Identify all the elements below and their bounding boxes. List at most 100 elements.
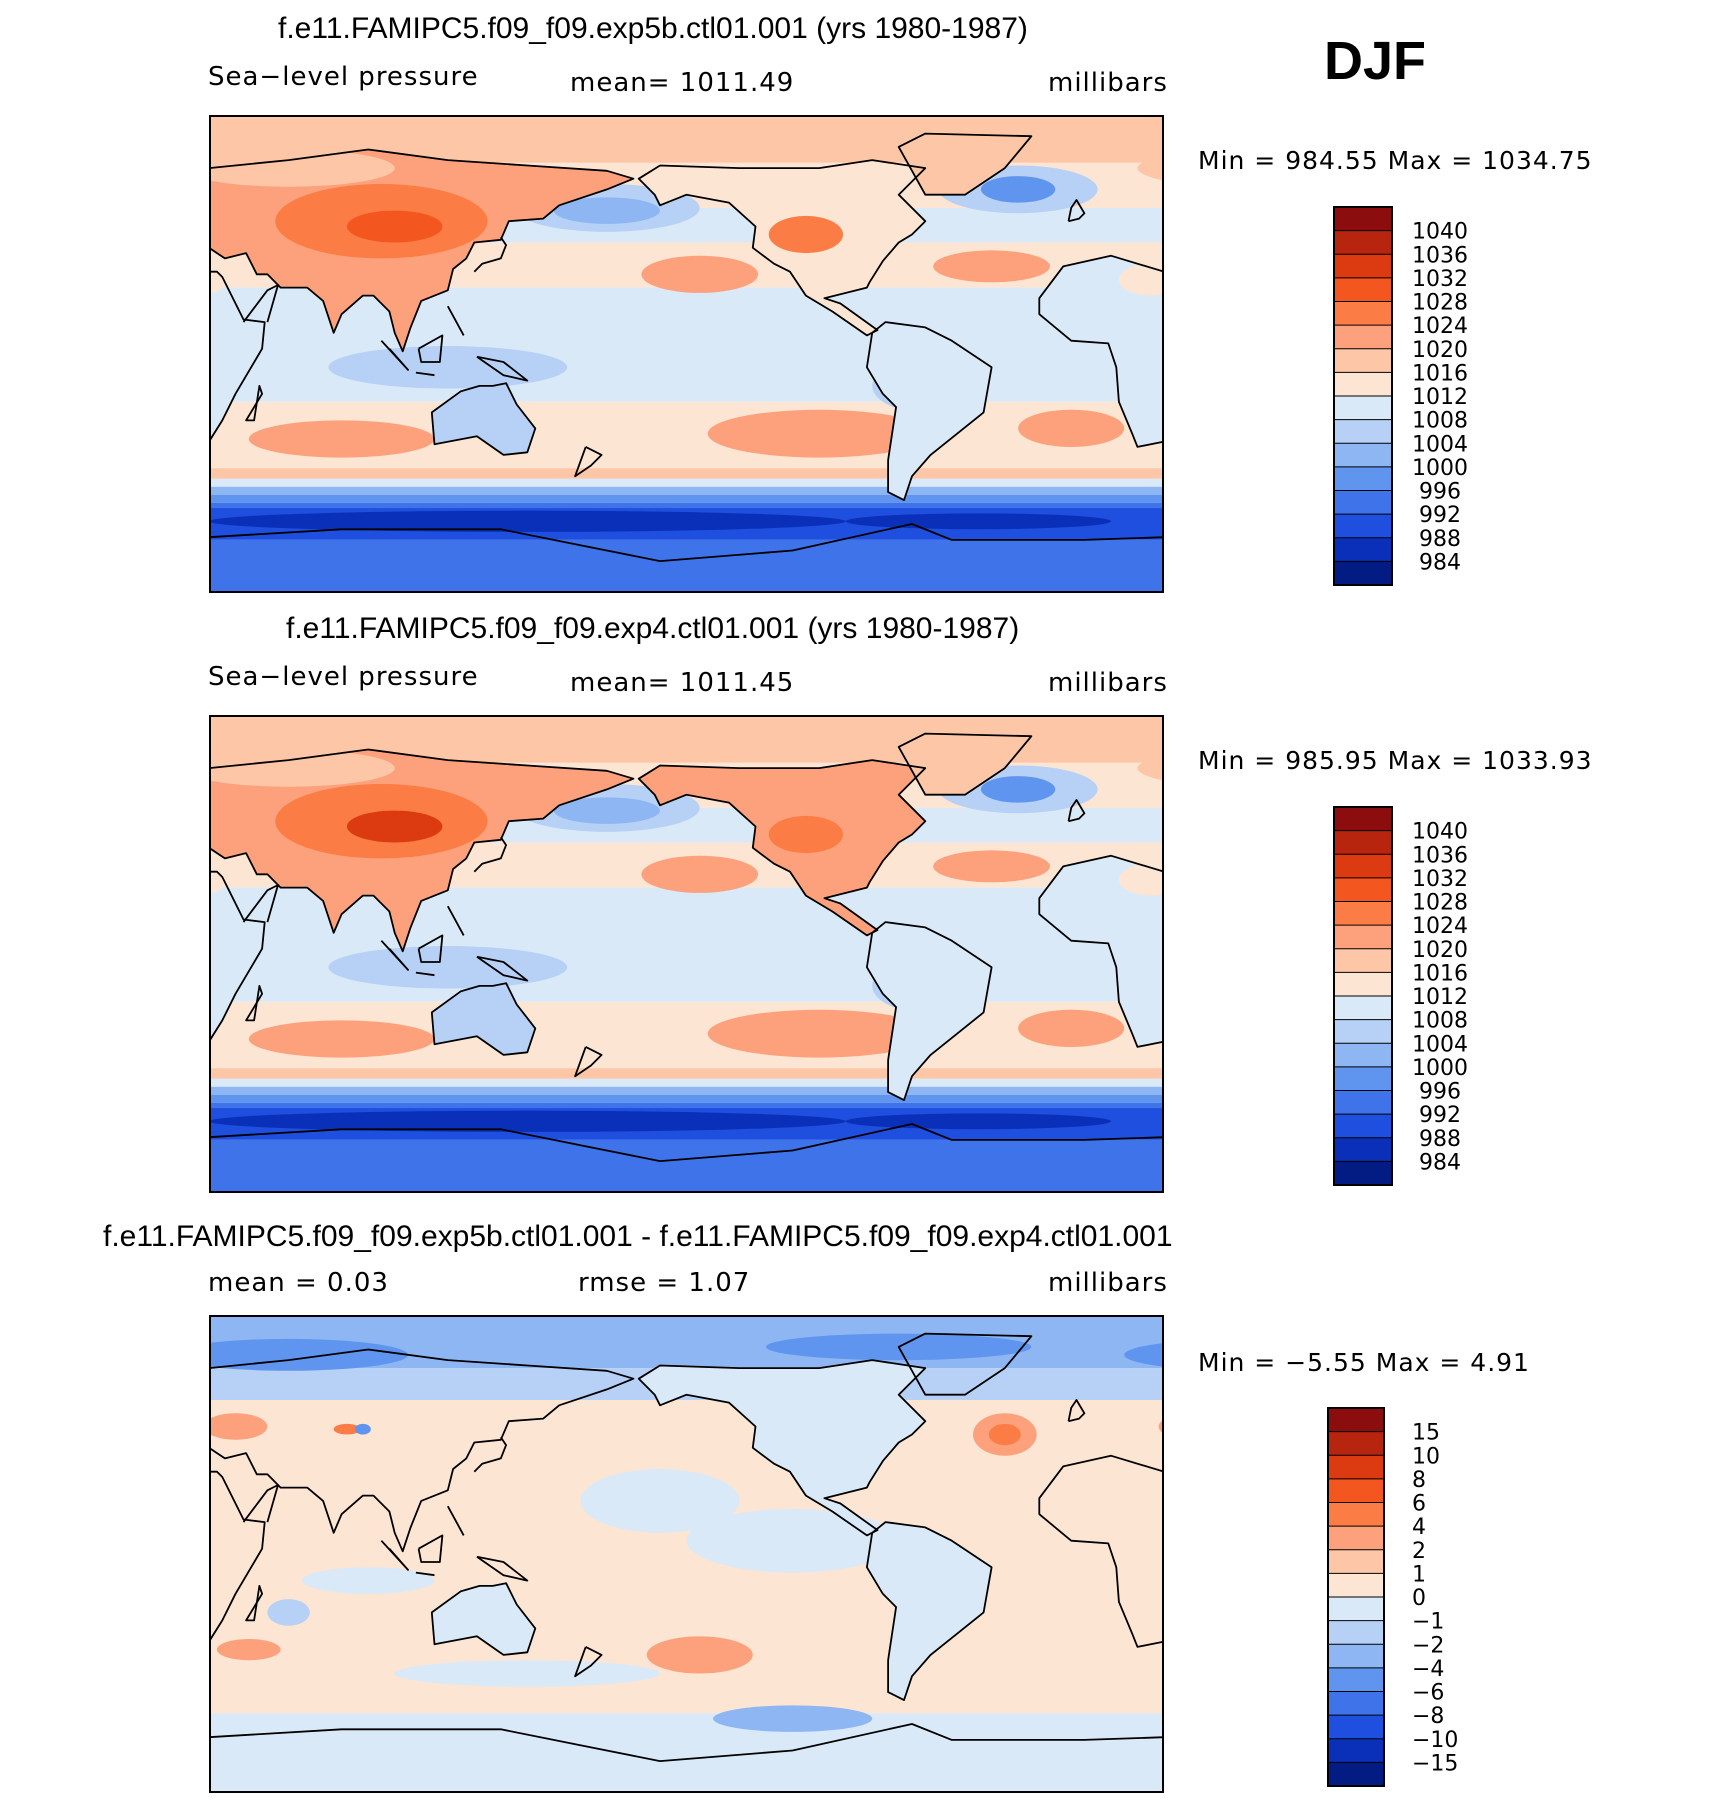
colorbar-swatch xyxy=(1334,901,1392,926)
panel2-colorbar: 1040103610321028102410201016101210081004… xyxy=(1333,806,1468,1186)
colorbar-label: 1012 xyxy=(1412,385,1468,410)
field-band xyxy=(209,486,1164,495)
field-contour xyxy=(209,749,395,787)
field-contour xyxy=(354,1423,371,1435)
field-contour xyxy=(346,810,443,843)
colorbar-swatch xyxy=(1334,972,1392,997)
field-contour xyxy=(1124,1342,1164,1367)
field-band xyxy=(209,1086,1164,1095)
colorbar-label: 1012 xyxy=(1412,985,1468,1010)
colorbar-swatch xyxy=(1334,854,1392,879)
land-field-samer xyxy=(866,922,992,1101)
coastline-island xyxy=(447,905,465,936)
coastline-island xyxy=(415,971,435,977)
colorbar-swatch xyxy=(1334,348,1392,373)
colorbar-swatch xyxy=(1334,230,1392,255)
field-band xyxy=(209,494,1164,503)
colorbar-label: 1032 xyxy=(1412,267,1468,292)
colorbar-label: 988 xyxy=(1419,527,1461,552)
panel1-title: f.e11.FAMIPC5.f09_f09.exp5b.ctl01.001 (y… xyxy=(278,12,1028,45)
colorbar-label: 1024 xyxy=(1412,314,1468,339)
coastline-australia xyxy=(430,982,537,1056)
coastline-antarctica xyxy=(209,523,1164,593)
colorbar-swatch xyxy=(1334,948,1392,973)
colorbar-swatch xyxy=(1334,1137,1392,1162)
land-field-namer xyxy=(638,1360,926,1536)
colorbar-swatch xyxy=(1328,1738,1384,1763)
field-contour xyxy=(686,1508,899,1573)
field-contour xyxy=(248,420,435,458)
panel1-minmax: Min = 984.55 Max = 1034.75 xyxy=(1198,146,1593,175)
coastline-island xyxy=(242,1484,279,1523)
coastline-madagascar xyxy=(245,985,263,1022)
colorbar-swatch xyxy=(1334,325,1392,350)
colorbar-swatch xyxy=(1334,466,1392,491)
coastline-samer xyxy=(866,921,993,1101)
coastline-africa xyxy=(209,854,1164,1048)
coastline-africa xyxy=(209,1454,1164,1648)
coastline-island xyxy=(242,284,279,323)
colorbar-label: 1000 xyxy=(1412,456,1468,481)
colorbar-label: 1036 xyxy=(1412,843,1468,868)
field-contour xyxy=(216,1638,281,1661)
colorbar-label: −1 xyxy=(1412,1610,1444,1635)
coastline-greenland xyxy=(897,132,1033,196)
coastline-island xyxy=(574,1646,603,1678)
field-contour xyxy=(346,210,443,243)
colorbar-label: 1016 xyxy=(1412,961,1468,986)
colorbar-label: 0 xyxy=(1412,1586,1426,1611)
land-field-australia xyxy=(431,983,536,1055)
coastline-antarctica xyxy=(209,1723,1164,1793)
coastline-island xyxy=(380,1540,409,1571)
colorbar-swatch xyxy=(1328,1478,1384,1503)
colorbar-swatch xyxy=(1328,1691,1384,1716)
coastline-island xyxy=(574,1046,603,1078)
colorbar-label: 15 xyxy=(1412,1421,1440,1446)
coastline-namer xyxy=(637,759,927,937)
coastline-eurasia xyxy=(209,1348,1164,1553)
colorbar-swatch xyxy=(1334,514,1392,539)
field-contour xyxy=(209,149,395,187)
coastline-island xyxy=(417,1534,444,1563)
field-band xyxy=(209,468,1164,479)
field-band xyxy=(209,502,1164,509)
colorbar-swatch xyxy=(1334,1043,1392,1068)
colorbar-label: 10 xyxy=(1412,1444,1440,1469)
field-band xyxy=(209,1139,1164,1193)
colorbar-label: −15 xyxy=(1412,1751,1458,1776)
panel3-units: millibars xyxy=(1048,1268,1168,1298)
land-field-samer xyxy=(866,322,992,501)
coastline-island xyxy=(473,1436,507,1473)
field-contour xyxy=(988,1423,1021,1446)
panel3-title: f.e11.FAMIPC5.f09_f09.exp5b.ctl01.001 - … xyxy=(103,1220,1173,1253)
panel3-mean: mean = 0.03 xyxy=(208,1268,389,1298)
coastline-island xyxy=(447,305,465,336)
field-contour xyxy=(768,815,844,854)
field-contour xyxy=(768,215,844,254)
colorbar-swatch xyxy=(1328,1502,1384,1527)
coastline-island xyxy=(415,1571,435,1577)
colorbar-label: 1040 xyxy=(1412,220,1468,245)
coastline-greenland xyxy=(897,1332,1033,1396)
field-contour xyxy=(1018,409,1125,447)
season-label: DJF xyxy=(1324,31,1427,91)
colorbar-swatch xyxy=(1334,1066,1392,1091)
field-contour xyxy=(333,1423,361,1435)
colorbar-swatch xyxy=(1334,277,1392,302)
coastline-australia xyxy=(430,1582,537,1656)
colorbar-label: 1016 xyxy=(1412,361,1468,386)
coastline-madagascar xyxy=(245,1585,263,1622)
panel2-map xyxy=(209,715,1164,1193)
colorbar-label: 1020 xyxy=(1412,938,1468,963)
colorbar-label: 1008 xyxy=(1412,1009,1468,1034)
panel3-minmax: Min = −5.55 Max = 4.91 xyxy=(1198,1348,1530,1377)
coastline-island xyxy=(1067,1399,1086,1423)
field-contour xyxy=(845,1113,1111,1130)
coastline-island xyxy=(476,955,529,982)
panel1-units: millibars xyxy=(1048,68,1168,98)
coastline-island xyxy=(380,940,409,971)
colorbar-label: 992 xyxy=(1419,503,1461,528)
panel2-variable: Sea−level pressure xyxy=(208,662,479,692)
field-contour xyxy=(980,176,1056,203)
